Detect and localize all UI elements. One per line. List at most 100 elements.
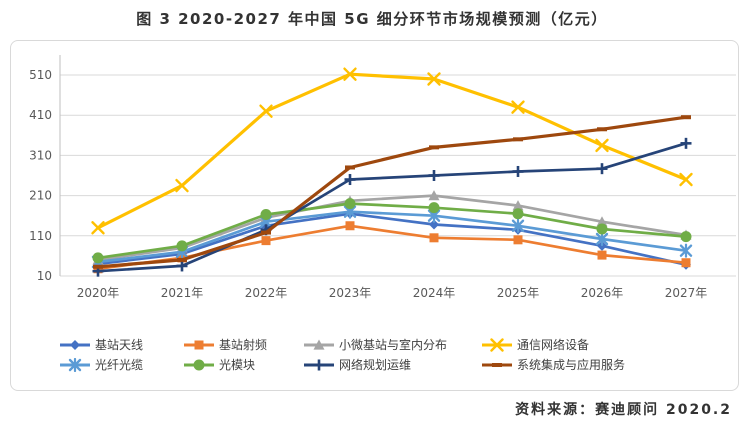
series-line-5 <box>96 202 688 260</box>
legend-label: 小微基站与室内分布 <box>339 338 448 352</box>
series-7-marker <box>345 165 355 170</box>
series-1-marker <box>345 221 355 231</box>
legend-label: 基站天线 <box>95 338 144 352</box>
legend-marker <box>313 339 325 350</box>
y-tick-label: 310 <box>29 148 52 162</box>
legend-item-3: 通信网络设备 <box>481 336 711 353</box>
series-1-marker <box>261 236 271 246</box>
series-1-marker <box>597 250 607 260</box>
series-line-2 <box>96 194 688 262</box>
series-5-marker <box>512 208 524 220</box>
series-7-marker <box>93 264 103 269</box>
y-tick-label: 210 <box>29 189 52 203</box>
legend-marker <box>193 359 205 370</box>
x-tick-label: 2026年 <box>581 286 624 300</box>
legend-item-2: 小微基站与室内分布 <box>303 336 481 353</box>
series-3-marker <box>91 221 105 235</box>
circle-marker-icon <box>184 359 214 370</box>
triangle-marker-icon <box>304 339 334 350</box>
dash-marker-icon <box>482 362 512 367</box>
series-line-0 <box>96 212 688 267</box>
legend-item-4: 光纤光缆 <box>59 356 183 373</box>
series-1-marker <box>681 258 691 268</box>
legend-label: 光模块 <box>219 358 256 372</box>
series-5-marker <box>596 223 608 235</box>
series-3-marker <box>511 100 525 114</box>
legend-item-5: 光模块 <box>183 356 303 373</box>
series-3-marker <box>427 72 441 86</box>
series-5-marker <box>260 208 272 220</box>
legend-marker <box>492 362 502 367</box>
legend-marker <box>70 339 80 350</box>
series-2-marker <box>596 216 608 227</box>
legend-label: 基站射频 <box>219 338 268 352</box>
legend-item-0: 基站天线 <box>59 336 183 353</box>
legend-marker <box>313 359 325 370</box>
series-1-marker <box>429 233 439 243</box>
legend-label: 系统集成与应用服务 <box>517 358 626 372</box>
source-note: 资料来源：赛迪顾问 2020.2 <box>515 402 732 418</box>
legend-marker <box>490 337 504 352</box>
legend-item-7: 系统集成与应用服务 <box>481 356 711 373</box>
series-6-marker <box>596 163 608 175</box>
legend-label: 网络规划运维 <box>339 358 412 372</box>
diamond-marker-icon <box>60 339 90 350</box>
series-line-4 <box>96 210 688 264</box>
chart-legend: 基站天线 基站射频 小微基站与室内分布 通信网络设备光纤光缆 光模块 网络规划运维 系统集成… <box>59 336 711 373</box>
series-5-marker <box>680 231 692 243</box>
y-tick-label: 510 <box>29 68 52 82</box>
legend-item-6: 网络规划运维 <box>303 356 481 373</box>
legend-marker <box>194 340 204 349</box>
series-line-3 <box>96 72 688 230</box>
x-tick-label: 2025年 <box>497 286 540 300</box>
series-6-marker <box>512 165 524 177</box>
x-tick-label: 2020年 <box>77 286 120 300</box>
series-7-marker <box>261 230 271 235</box>
series-6-marker <box>344 174 356 186</box>
series-7-marker <box>597 127 607 132</box>
x-tick-label: 2027年 <box>665 286 708 300</box>
series-7-marker <box>177 257 187 262</box>
series-6-marker <box>680 137 692 149</box>
series-1-marker <box>513 235 523 245</box>
x-tick-label: 2022年 <box>245 286 288 300</box>
series-4-marker <box>511 218 525 233</box>
legend-label: 光纤光缆 <box>95 358 144 372</box>
series-7-marker <box>681 115 691 120</box>
x-marker-icon <box>482 337 512 352</box>
series-3-marker <box>259 104 273 118</box>
chart-title: 图 3 2020-2027 年中国 5G 细分环节市场规模预测（亿元） <box>136 10 608 28</box>
series-7-marker <box>429 145 439 150</box>
series-5-marker <box>92 252 104 264</box>
series-2-marker <box>512 200 524 211</box>
asterisk-marker-icon <box>60 357 90 372</box>
series-4-marker <box>679 243 693 258</box>
x-tick-label: 2023年 <box>329 286 372 300</box>
series-6-marker <box>428 170 440 181</box>
square-marker-icon <box>184 340 214 349</box>
legend-label: 通信网络设备 <box>517 338 590 352</box>
series-3-marker <box>595 138 609 153</box>
series-5-marker <box>344 198 356 210</box>
series-3-marker <box>679 172 693 187</box>
x-tick-label: 2024年 <box>413 286 456 300</box>
y-tick-label: 10 <box>37 269 52 283</box>
series-4-marker <box>595 231 609 247</box>
series-line-7 <box>96 115 688 269</box>
series-6-marker <box>176 260 188 272</box>
legend-item-1: 基站射频 <box>183 336 303 353</box>
series-2-marker <box>428 190 440 201</box>
series-3-marker <box>343 67 357 81</box>
series-line-6 <box>96 141 688 273</box>
series-5-marker <box>428 202 440 214</box>
series-5-marker <box>176 240 188 252</box>
series-3-marker <box>175 178 189 193</box>
plus-marker-icon <box>304 359 334 370</box>
series-0-marker <box>429 219 439 230</box>
y-tick-label: 110 <box>29 229 52 243</box>
series-7-marker <box>513 137 523 142</box>
y-tick-label: 410 <box>29 108 52 122</box>
legend-marker <box>68 357 82 372</box>
